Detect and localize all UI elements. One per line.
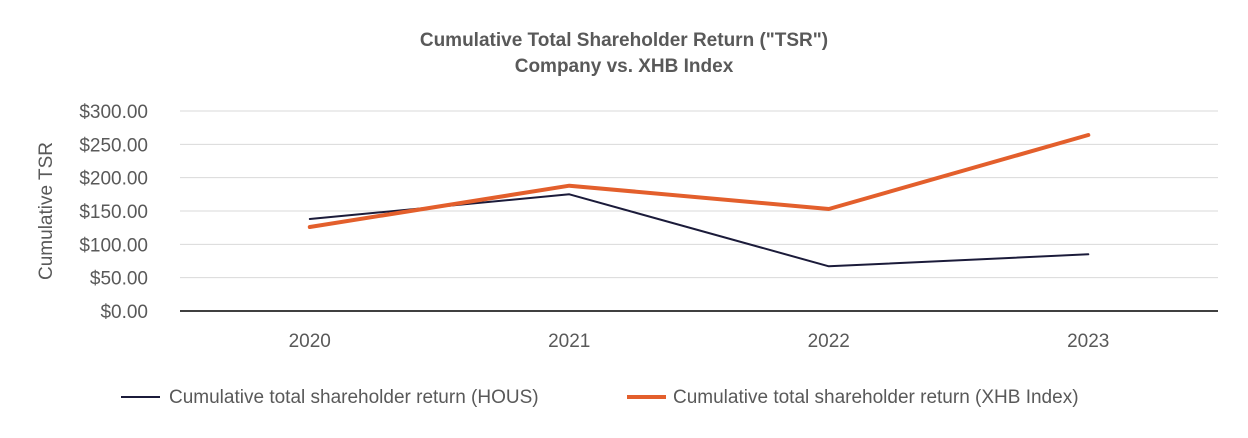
series-line-hous: [308, 193, 1090, 268]
legend-label-hous: Cumulative total shareholder return (HOU…: [169, 387, 539, 408]
y-tick-label: $200.00: [79, 169, 148, 190]
y-tick-label: $100.00: [79, 235, 148, 256]
chart-title-line-1: Cumulative Total Shareholder Return ("TS…: [420, 30, 828, 51]
legend-label-xhb: Cumulative total shareholder return (XHB…: [673, 387, 1079, 408]
legend: Cumulative total shareholder return (HOU…: [121, 387, 1079, 408]
x-tick-label: 2023: [1067, 331, 1109, 352]
y-axis-label: Cumulative TSR: [36, 142, 57, 280]
y-tick-label: $0.00: [100, 302, 148, 323]
x-tick-label: 2020: [289, 331, 331, 352]
y-tick-label: $50.00: [90, 269, 148, 290]
y-tick-label: $250.00: [79, 135, 148, 156]
series-lines: [307, 133, 1091, 268]
y-tick-label: $150.00: [79, 202, 148, 223]
chart-title: Cumulative Total Shareholder Return ("TS…: [420, 30, 828, 77]
x-axis-ticks: 2020 2021 2022 2023: [289, 331, 1110, 352]
gridlines: [180, 110, 1218, 279]
x-tick-label: 2021: [548, 331, 590, 352]
series-line-xhb: [307, 133, 1091, 229]
chart-title-line-2: Company vs. XHB Index: [515, 56, 734, 77]
x-tick-label: 2022: [808, 331, 850, 352]
y-axis-ticks: $0.00 $50.00 $100.00 $150.00 $200.00 $250.00 $…: [79, 102, 148, 323]
y-tick-label: $300.00: [79, 102, 148, 123]
